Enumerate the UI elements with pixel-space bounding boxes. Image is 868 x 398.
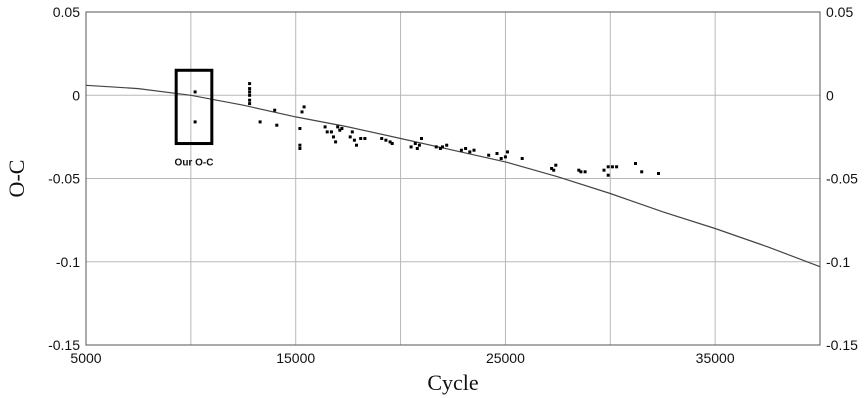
data-point [248,82,252,86]
x-axis-ticks: 5000 15000 25000 35000 [70,350,734,366]
data-point [298,147,302,150]
data-point [503,155,507,159]
data-point [610,165,614,169]
data-point [640,170,644,174]
y-tick-label-left: -0.1 [56,254,80,270]
data-point [390,142,394,145]
data-point [193,120,197,124]
data-point [417,143,421,147]
data-point [657,172,660,175]
data-point [487,153,491,157]
data-point [248,102,252,106]
y-tick-label-left: -0.15 [48,337,80,353]
data-point [415,147,419,150]
data-point [323,125,327,129]
data-points-layer [193,82,660,177]
our-oc-label: Our O-C [175,158,214,169]
x-tick-label: 35000 [696,350,735,366]
y-tick-label-right: -0.05 [826,171,858,187]
annotation-layer: Our O-C [174,68,214,169]
data-point [468,150,472,154]
data-point [602,168,606,172]
data-point [606,173,610,177]
data-point [355,143,358,147]
data-point [336,125,340,129]
data-point [388,140,392,144]
data-point [248,90,252,94]
data-point [420,137,423,140]
data-point [298,143,302,147]
y-tick-label-right: 0.05 [826,4,853,20]
data-point [438,147,442,150]
y-tick-label-left: 0 [72,87,80,103]
data-point [579,170,583,174]
data-point [520,157,524,160]
data-point [441,145,444,149]
data-point [338,128,342,132]
data-point [363,137,367,140]
our-oc-box [174,68,214,146]
data-point [350,130,354,134]
data-point [300,110,304,114]
data-point [302,105,306,109]
fit-curve [85,84,821,268]
y-tick-label-right: -0.15 [826,337,858,353]
data-point [615,165,619,169]
data-point [577,168,581,172]
data-point [275,123,279,127]
data-point [332,135,335,139]
fit-curve-layer [85,84,821,268]
y-axis-left-ticks: 0.05 0 -0.05 -0.1 -0.15 [48,4,80,353]
data-point [506,150,509,154]
data-point [248,98,252,102]
y-axis-title: O-C [4,160,29,198]
data-point [348,135,352,139]
data-point [334,140,338,144]
data-point [445,143,449,147]
data-point [258,120,262,124]
data-point [459,148,463,152]
data-point [464,147,468,150]
data-point [554,163,558,167]
data-point [298,127,302,130]
data-point [634,162,637,165]
data-point [413,142,417,145]
y-tick-label-left: 0.05 [53,4,80,20]
data-point [409,145,413,149]
y-tick-label-right: -0.1 [826,254,850,270]
x-tick-label: 25000 [486,350,525,366]
data-point [606,165,610,169]
y-tick-label-left: -0.05 [48,171,80,187]
data-point [325,130,329,134]
data-point [499,157,503,160]
data-point [384,138,388,142]
data-point [552,168,556,172]
data-point [583,170,587,174]
data-point [359,137,363,140]
data-point [340,127,344,130]
data-point [193,90,197,94]
x-tick-label: 5000 [70,350,101,366]
data-point [352,138,356,142]
y-tick-label-right: 0 [826,87,834,103]
data-point [273,108,277,112]
x-axis-title: Cycle [427,370,478,395]
data-point [248,87,252,91]
data-point [329,130,333,134]
y-axis-right-ticks: 0.05 0 -0.05 -0.1 -0.15 [826,4,858,353]
data-point [472,148,476,152]
plot-frame [85,11,821,346]
data-point [434,145,438,149]
data-point [248,93,252,97]
data-point [380,137,384,140]
x-tick-label: 15000 [276,350,315,366]
data-point [550,167,554,170]
data-point [495,152,499,155]
